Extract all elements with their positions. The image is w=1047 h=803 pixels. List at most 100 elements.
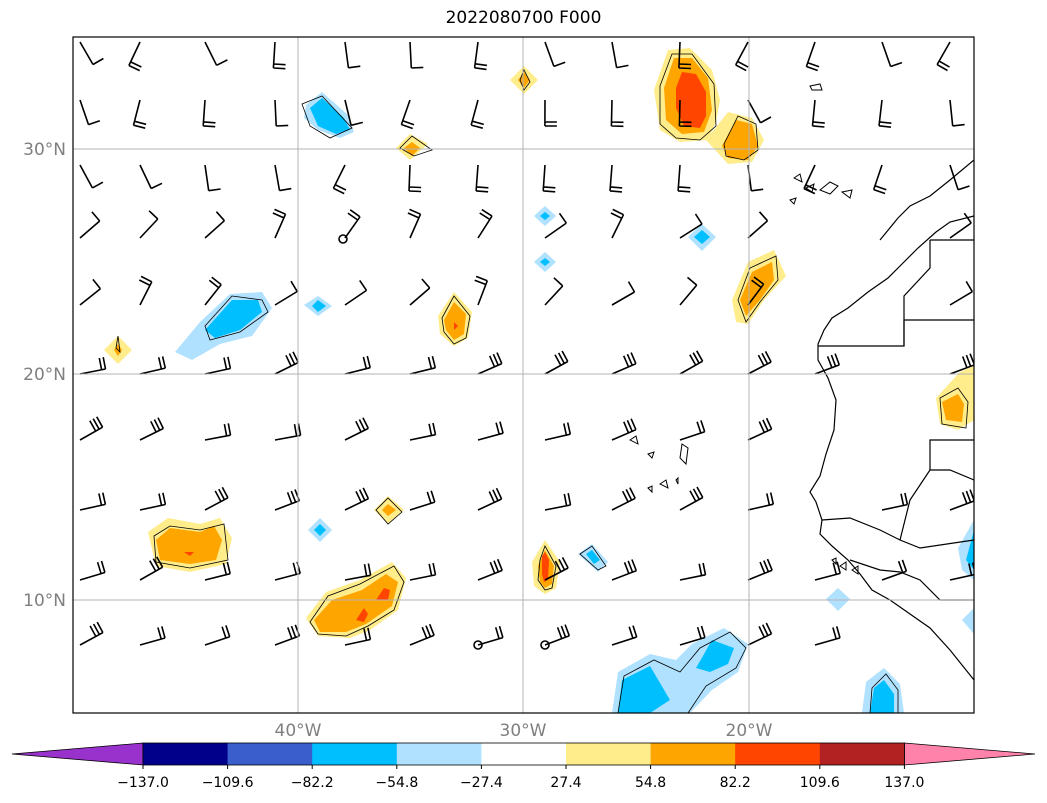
wind-barb: [747, 351, 772, 375]
neg-anomaly-patch: [962, 608, 974, 634]
wind-barb: [274, 351, 300, 375]
pos-anomaly-core: [356, 608, 368, 622]
lon-label-20w: 20°W: [726, 721, 773, 741]
wind-barb: [805, 41, 820, 72]
calm-wind-circle: [338, 234, 348, 244]
wind-barb: [679, 350, 704, 375]
wind-barb: [204, 486, 229, 511]
cape-verde-island: [629, 435, 639, 445]
wind-barb: [542, 164, 556, 193]
niger-border: [929, 439, 974, 470]
wind-barb: [204, 625, 231, 646]
wind-barb: [544, 624, 571, 646]
pos-anomaly-mid: [156, 526, 222, 564]
colorbar-tick-label: 27.4: [550, 775, 581, 791]
wind-barb: [609, 164, 623, 193]
canary-island: [840, 189, 853, 199]
bijagos-island: [831, 557, 837, 566]
wind-barb: [139, 164, 163, 190]
pos-anomaly-mid: [444, 302, 466, 340]
colorbar-tick-label: −137.0: [117, 775, 169, 791]
wind-barb: [949, 562, 974, 581]
western-sahara-border: [818, 239, 974, 347]
map-title: 2022080700 F000: [445, 8, 602, 28]
colorbar-tick-label: 137.0: [884, 775, 924, 791]
cape-verde-island: [679, 443, 689, 466]
wind-barb: [949, 99, 965, 127]
wind-barb: [79, 492, 107, 511]
neg-anomaly-core: [540, 212, 550, 220]
cape-verde-island: [647, 485, 653, 494]
wind-barb: [544, 422, 572, 441]
morocco-coast: [879, 159, 974, 241]
wind-barb: [409, 356, 437, 375]
map-frame: [72, 36, 975, 714]
colorbar-tick-label: −82.2: [291, 775, 334, 791]
colorbar-tick-label: 54.8: [635, 775, 666, 791]
wind-barb: [544, 99, 557, 127]
africa-coastline: [809, 215, 974, 681]
wind-barb: [678, 99, 692, 128]
wind-barb: [477, 421, 504, 441]
neg-anomaly-core: [310, 98, 350, 134]
wind-barb: [678, 41, 692, 70]
wind-barb: [747, 622, 773, 646]
wind-barb: [611, 487, 636, 511]
positive-contour-fills-strong: [184, 72, 706, 622]
wind-barb: [274, 280, 298, 306]
colorbar-tick-label: −54.8: [375, 775, 418, 791]
wind-barb: [679, 486, 704, 511]
positive-contour-fills: [104, 48, 974, 638]
wind-barb: [881, 492, 909, 511]
wind-barb: [409, 562, 437, 581]
wind-barb: [611, 418, 637, 441]
map-panel: 30°N 20°N 10°N 40°W 30°W 20°W: [23, 36, 975, 741]
wind-barb: [204, 211, 225, 239]
wind-barb: [878, 99, 892, 128]
wind-barb: [544, 557, 569, 581]
wind-barb: [204, 423, 232, 441]
wind-barb: [679, 625, 706, 646]
wind-barb: [344, 41, 361, 69]
senegal-border: [821, 517, 974, 549]
island-layer: [629, 83, 859, 575]
wind-barb: [611, 281, 636, 306]
bijagos-island: [851, 565, 859, 575]
wind-barb: [79, 164, 104, 189]
wind-barb: [274, 99, 289, 127]
colorbar-bin: [396, 743, 482, 765]
wind-barb: [132, 99, 147, 129]
wind-barb: [747, 558, 773, 581]
cape-verde-island: [675, 476, 679, 485]
wind-barb: [881, 559, 908, 581]
wind-barb: [344, 209, 361, 239]
neg-anomaly-core: [696, 640, 734, 672]
pos-anomaly-core: [184, 552, 194, 556]
canary-island: [819, 181, 839, 195]
lon-label-30w: 30°W: [500, 721, 547, 741]
colorbar-frame: [142, 742, 905, 766]
lon-label-40w: 40°W: [275, 721, 322, 741]
wind-barb: [344, 627, 372, 646]
wind-barb: [677, 164, 691, 193]
wind-barb: [475, 164, 489, 193]
wind-barb: [611, 559, 638, 581]
wind-barb: [204, 356, 232, 375]
lat-label-30n: 30°N: [23, 140, 66, 160]
colorbar-bin: [312, 743, 398, 765]
cape-verde-island: [659, 479, 669, 489]
wind-barb: [544, 41, 566, 68]
wind-barb: [344, 487, 370, 511]
colorbar-bin: [143, 743, 229, 765]
guinea-border: [849, 559, 974, 601]
colorbar-extend-min: [11, 742, 144, 766]
wind-barb: [139, 210, 159, 239]
pos-anomaly-core: [542, 552, 549, 582]
wind-barb: [610, 208, 625, 239]
wind-barb: [332, 164, 347, 195]
wind-barb: [949, 164, 970, 191]
wind-barb: [79, 211, 101, 239]
negative-contour-fills: [175, 92, 974, 713]
wind-barb: [139, 356, 167, 375]
wind-barb: [274, 164, 292, 192]
